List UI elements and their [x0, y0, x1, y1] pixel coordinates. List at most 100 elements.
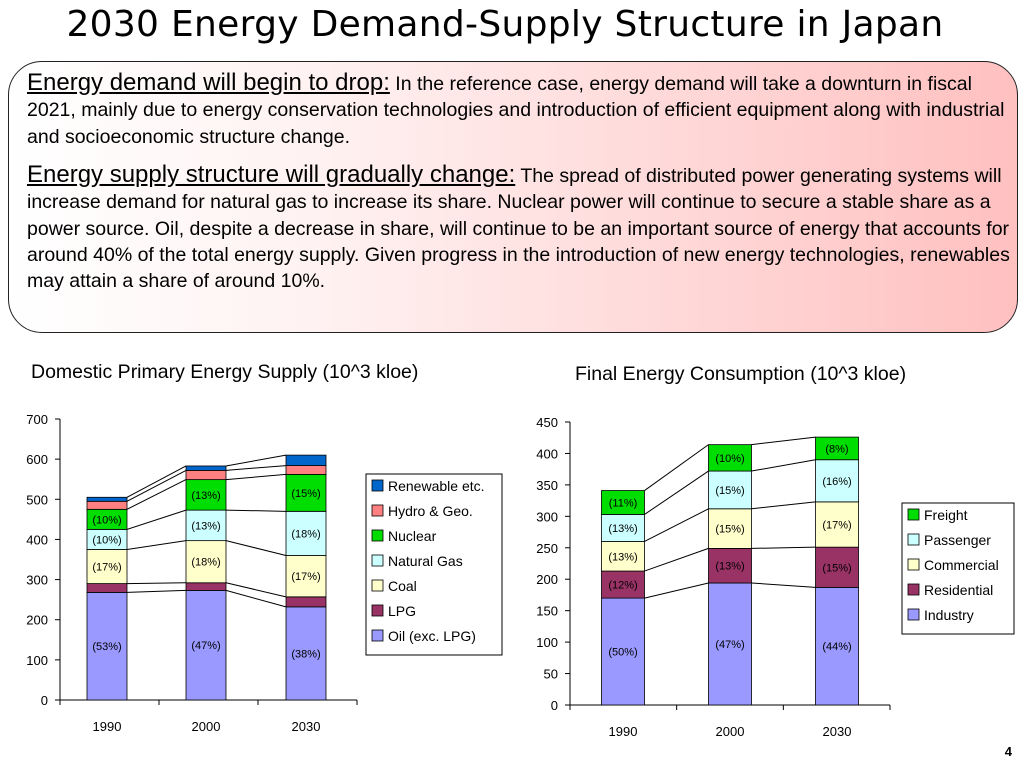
- legend-swatch-renewable-etc: [371, 479, 384, 492]
- page-number: 4: [1004, 744, 1012, 759]
- y-tick-label: 200: [536, 572, 558, 587]
- bar-segment-residential-2000: [708, 548, 752, 584]
- legend-swatch-natural-gas: [371, 554, 384, 567]
- slide-title: 2030 Energy Demand-Supply Structure in J…: [66, 4, 944, 45]
- data-label-industry-2000: (47%): [715, 639, 744, 651]
- data-label-oil-exc-lpg-2030: (38%): [291, 648, 320, 660]
- y-tick-label: 0: [41, 693, 48, 708]
- legend-swatch-passenger: [907, 533, 920, 546]
- data-label-residential-2000: (13%): [715, 561, 744, 573]
- series-connector-line: [126, 540, 187, 550]
- series-connector-line: [126, 509, 187, 530]
- data-label-oil-exc-lpg-1990: (53%): [92, 641, 121, 653]
- legend-label-passenger: Passenger: [924, 532, 991, 548]
- supply-text: The spread of distributed power generati…: [27, 165, 1010, 293]
- series-connector-line: [751, 501, 816, 510]
- data-label-natural-gas-1990: (10%): [92, 534, 121, 546]
- y-tick-label: 400: [536, 446, 558, 461]
- bar-segment-residential-1990: [601, 570, 645, 599]
- y-tick-label: 200: [26, 613, 48, 628]
- bar-segment-oil-exc-lpg-2000: [185, 590, 227, 701]
- bar-segment-passenger-2030: [815, 459, 859, 503]
- bar-segment-industry-2030: [815, 586, 859, 706]
- data-label-passenger-2030: (16%): [822, 476, 851, 488]
- legend-swatch-hydro-geo: [371, 504, 384, 517]
- series-connector-line: [644, 470, 709, 515]
- final-consumption-chart-title: Final Energy Consumption (10^3 kloe): [575, 363, 907, 385]
- series-connector-line: [644, 444, 709, 491]
- series-connector-line: [751, 582, 816, 588]
- series-connector-line: [225, 454, 287, 467]
- data-label-commercial-1990: (13%): [608, 551, 637, 563]
- x-tick-label: 2030: [292, 719, 321, 734]
- data-label-freight-1990: (11%): [609, 497, 638, 509]
- y-tick-label: 0: [551, 698, 558, 713]
- legend-label-lpg: LPG: [388, 603, 416, 619]
- bar-segment-nuclear-2030: [285, 473, 327, 512]
- y-tick-label: 50: [544, 667, 558, 682]
- series-connector-line: [644, 582, 709, 599]
- legend-swatch-residential: [907, 583, 920, 596]
- series-connector-line: [225, 540, 287, 556]
- bar-segment-renewable-etc-2000: [185, 465, 227, 471]
- series-connector-line: [751, 436, 816, 446]
- legend-swatch-coal: [371, 579, 384, 592]
- data-label-passenger-2000: (15%): [715, 485, 744, 497]
- data-label-natural-gas-2000: (13%): [191, 520, 220, 532]
- bar-segment-coal-1990: [86, 549, 128, 584]
- bar-segment-commercial-2000: [708, 508, 752, 549]
- y-tick-label: 300: [536, 509, 558, 524]
- legend-label-renewable-etc: Renewable etc.: [388, 478, 485, 494]
- legend-swatch-freight: [907, 508, 920, 521]
- data-label-nuclear-2000: (13%): [191, 490, 220, 502]
- legend-box: [365, 473, 503, 656]
- legend-swatch-commercial: [907, 558, 920, 571]
- x-tick-label: 1990: [93, 719, 122, 734]
- data-label-commercial-2000: (15%): [715, 524, 744, 536]
- legend-label-oil-exc-lpg: Oil (exc. LPG): [388, 628, 476, 644]
- x-tick-label: 1990: [609, 724, 638, 739]
- y-tick-label: 250: [536, 541, 558, 556]
- data-label-coal-2000: (18%): [191, 557, 220, 569]
- data-label-commercial-2030: (17%): [822, 520, 851, 532]
- bar-segment-passenger-2000: [708, 470, 752, 510]
- bar-segment-oil-exc-lpg-1990: [86, 592, 128, 701]
- legend-swatch-lpg: [371, 604, 384, 617]
- legend-label-hydro-geo: Hydro & Geo.: [388, 503, 473, 519]
- data-label-residential-1990: (12%): [608, 580, 637, 592]
- y-tick-label: 500: [26, 492, 48, 507]
- y-tick-label: 450: [536, 415, 558, 430]
- legend-swatch-oil-exc-lpg: [371, 629, 384, 642]
- series-connector-line: [225, 509, 287, 512]
- legend-label-freight: Freight: [924, 507, 968, 523]
- bar-segment-renewable-etc-1990: [86, 496, 128, 502]
- y-tick-label: 350: [536, 478, 558, 493]
- data-label-freight-2000: (10%): [715, 453, 744, 465]
- series-connector-line: [225, 465, 287, 471]
- series-connector-line: [644, 508, 709, 542]
- y-tick-label: 600: [26, 452, 48, 467]
- data-label-coal-2030: (17%): [291, 571, 320, 583]
- y-tick-label: 300: [26, 573, 48, 588]
- data-label-coal-1990: (17%): [92, 562, 121, 574]
- data-label-nuclear-2030: (15%): [291, 488, 320, 500]
- bar-segment-freight-1990: [601, 490, 645, 515]
- bar-segment-passenger-1990: [601, 514, 645, 542]
- series-connector-line: [225, 473, 287, 481]
- data-label-industry-1990: (50%): [608, 647, 637, 659]
- bar-segment-nuclear-2000: [185, 479, 227, 511]
- y-tick-label: 400: [26, 532, 48, 547]
- bar-segment-coal-2030: [285, 555, 327, 598]
- data-label-passenger-1990: (13%): [608, 523, 637, 535]
- data-label-nuclear-1990: (10%): [92, 514, 121, 526]
- series-connector-line: [126, 589, 187, 593]
- x-tick-label: 2000: [192, 719, 221, 734]
- series-connector-line: [644, 547, 709, 572]
- data-label-industry-2030: (44%): [822, 641, 851, 653]
- series-connector-line: [751, 459, 816, 472]
- supply-heading: Energy supply structure will gradually c…: [27, 161, 516, 188]
- primary-supply-chart-title: Domestic Primary Energy Supply (10^3 klo…: [31, 361, 419, 383]
- bar-segment-freight-2000: [708, 444, 752, 472]
- legend-swatch-nuclear: [371, 529, 384, 542]
